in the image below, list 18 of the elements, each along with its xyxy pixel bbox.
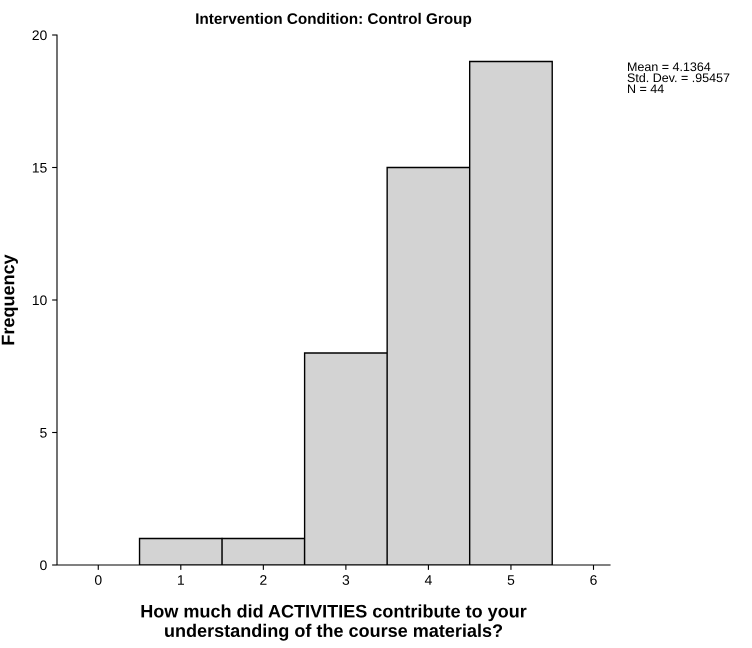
y-axis-title: Frequency xyxy=(2,254,18,344)
x-tick-label: 2 xyxy=(260,575,267,585)
x-tick-label: 4 xyxy=(424,575,432,585)
x-tick-label: 6 xyxy=(590,575,597,585)
y-tick-label: 0 xyxy=(40,560,47,570)
y-tick-label: 10 xyxy=(32,295,47,306)
y-tick-label: 5 xyxy=(40,428,47,438)
x-tick-label: 0 xyxy=(94,575,102,585)
x-tick-label: 5 xyxy=(508,575,514,585)
text: N = 44 xyxy=(628,84,664,94)
y-tick-label: 15 xyxy=(32,162,47,173)
text: Std. Dev. = .95457 xyxy=(628,73,730,82)
y-tick-label: 20 xyxy=(32,30,47,40)
text: Mean = 4.1364 xyxy=(628,62,710,72)
x-tick-label: 3 xyxy=(342,575,350,585)
x-tick-label: 1 xyxy=(178,575,184,585)
chart-title: Intervention Condition: Control Group xyxy=(196,12,472,28)
x-axis-title: How much did ACTIVITIES contribute to your understanding of the course materials? xyxy=(141,604,526,641)
